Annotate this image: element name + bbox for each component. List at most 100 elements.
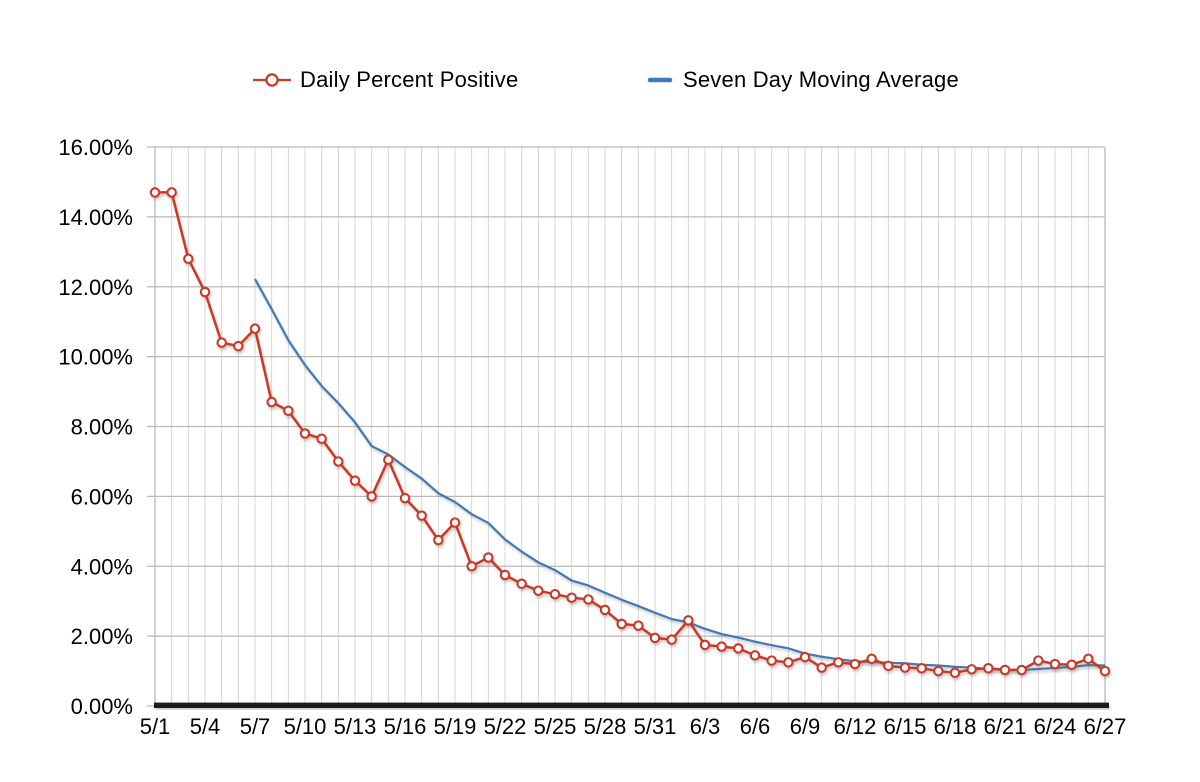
data-point-marker[interactable]: [399, 492, 411, 504]
data-point-marker[interactable]: [499, 569, 511, 581]
data-point-marker[interactable]: [916, 663, 927, 674]
series-daily-percent-positive[interactable]: [149, 187, 1111, 679]
data-point-marker[interactable]: [899, 662, 911, 673]
data-point-marker[interactable]: [483, 552, 494, 563]
data-point-marker[interactable]: [433, 534, 444, 546]
y-axis-tick-label: 10.00%: [58, 345, 133, 370]
data-point-marker[interactable]: [516, 578, 527, 589]
grid-horizontal-lines: [147, 146, 1105, 707]
x-axis-tick-label: 5/10: [284, 714, 327, 739]
x-axis-tick-label: 5/13: [334, 714, 377, 739]
data-point-marker[interactable]: [666, 634, 677, 645]
x-axis-tick-label: 6/9: [790, 714, 821, 739]
data-point-marker[interactable]: [366, 491, 377, 502]
data-point-marker[interactable]: [199, 286, 211, 298]
data-point-marker[interactable]: [716, 641, 727, 652]
x-axis-tick-label: 6/3: [690, 714, 721, 739]
data-point-marker[interactable]: [683, 615, 694, 626]
x-axis-tick-label: 6/21: [984, 714, 1027, 739]
data-point-marker[interactable]: [283, 405, 294, 417]
data-point-marker[interactable]: [633, 620, 644, 631]
data-point-marker[interactable]: [149, 187, 161, 198]
y-axis-tick-label: 6.00%: [71, 484, 133, 509]
data-point-marker[interactable]: [316, 433, 327, 444]
x-axis-line: [154, 702, 1109, 708]
data-point-marker[interactable]: [949, 667, 961, 679]
data-point-marker[interactable]: [249, 323, 261, 334]
series-daily-percent-positive-line[interactable]: [155, 191, 1106, 675]
data-point-marker[interactable]: [833, 657, 844, 668]
data-point-marker[interactable]: [216, 337, 227, 348]
data-point-marker[interactable]: [749, 650, 761, 661]
data-point-marker[interactable]: [183, 253, 194, 265]
data-point-marker[interactable]: [1083, 653, 1094, 665]
data-point-marker[interactable]: [616, 618, 627, 630]
data-point-marker[interactable]: [699, 639, 711, 651]
x-axis-tick-label: 5/25: [534, 714, 577, 739]
data-point-marker[interactable]: [349, 475, 361, 486]
data-point-marker[interactable]: [883, 660, 894, 672]
data-point-marker[interactable]: [649, 632, 661, 644]
data-point-marker[interactable]: [733, 643, 744, 654]
x-axis-tick-label: 5/19: [434, 714, 477, 739]
data-point-marker[interactable]: [416, 510, 427, 521]
data-point-marker[interactable]: [983, 663, 994, 674]
series-seven-day-moving-average-line[interactable]: [254, 278, 1106, 672]
x-axis-tick-label: 5/4: [190, 714, 221, 739]
y-axis-tick-label: 8.00%: [71, 415, 133, 440]
data-point-marker[interactable]: [766, 655, 777, 666]
x-axis-tick-label: 6/6: [740, 714, 771, 739]
data-point-marker[interactable]: [1099, 665, 1111, 677]
data-point-marker[interactable]: [266, 396, 277, 408]
data-point-marker[interactable]: [233, 340, 244, 352]
data-point-marker[interactable]: [383, 454, 394, 465]
data-point-marker[interactable]: [299, 428, 311, 439]
x-axis-labels: 5/1 5/4 5/7 5/10 5/13 5/16 5/19 5/22 5/25 5/28 5/3…: [140, 714, 1127, 739]
data-point-marker[interactable]: [783, 657, 794, 668]
y-axis-tick-label: 14.00%: [58, 205, 133, 230]
data-point-marker[interactable]: [1049, 658, 1061, 670]
y-axis-tick-label: 12.00%: [58, 275, 133, 300]
data-point-marker[interactable]: [1066, 659, 1077, 671]
x-axis-tick-label: 6/27: [1084, 714, 1127, 739]
legend-item-daily-percent-positive[interactable]: Daily Percent Positive: [251, 66, 518, 94]
x-axis-tick-label: 6/15: [884, 714, 927, 739]
x-axis-tick-label: 6/12: [834, 714, 877, 739]
y-axis-tick-label: 4.00%: [71, 554, 133, 579]
x-axis-tick-label: 5/16: [384, 714, 427, 739]
data-point-marker[interactable]: [599, 604, 611, 616]
data-point-marker[interactable]: [966, 664, 977, 675]
data-point-marker[interactable]: [933, 665, 944, 677]
x-axis-tick-label: 5/22: [484, 714, 527, 739]
x-axis-tick-label: 5/28: [584, 714, 627, 739]
y-axis-tick-label: 2.00%: [71, 624, 133, 649]
data-point-marker[interactable]: [799, 651, 811, 663]
x-axis-tick-label: 6/24: [1034, 714, 1077, 739]
data-point-marker[interactable]: [1016, 664, 1027, 676]
data-point-marker[interactable]: [166, 187, 177, 198]
legend-label: Daily Percent Positive: [300, 67, 519, 92]
data-point-marker[interactable]: [549, 588, 561, 600]
legend-item-seven-day-moving-average[interactable]: Seven Day Moving Average: [645, 66, 959, 94]
data-point-marker[interactable]: [466, 560, 477, 572]
open-circle-marker-icon: [253, 73, 291, 87]
data-point-marker[interactable]: [333, 456, 344, 467]
data-point-marker[interactable]: [999, 664, 1011, 676]
data-point-marker[interactable]: [866, 653, 877, 665]
data-point-marker[interactable]: [533, 585, 544, 596]
data-point-marker[interactable]: [1033, 655, 1044, 666]
y-axis-tick-label: 16.00%: [58, 135, 133, 160]
data-point-marker[interactable]: [816, 662, 827, 673]
data-point-marker[interactable]: [566, 592, 577, 603]
x-axis-tick-label: 6/18: [934, 714, 977, 739]
x-axis-tick-label: 5/1: [140, 714, 171, 739]
y-axis-labels: 0.00% 2.00% 4.00% 6.00% 8.00% 10.00% 12.00% 14.…: [58, 135, 133, 719]
y-axis-tick-label: 0.00%: [71, 694, 133, 719]
data-point-marker[interactable]: [849, 658, 861, 670]
line-swatch-icon: [647, 77, 673, 83]
x-axis-tick-label: 5/7: [240, 714, 271, 739]
data-point-marker[interactable]: [583, 594, 594, 605]
data-point-marker[interactable]: [449, 517, 461, 528]
